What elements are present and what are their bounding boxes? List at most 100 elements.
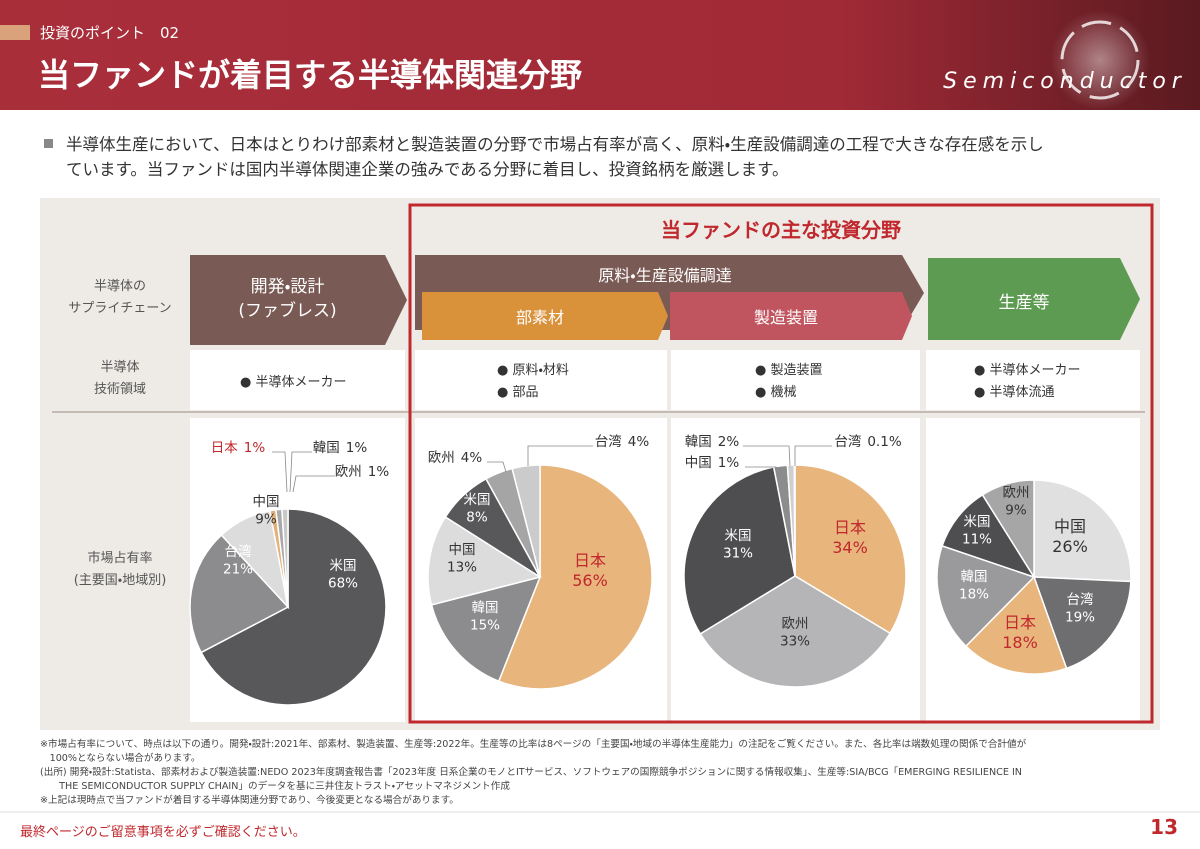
pie-slice xyxy=(281,508,289,608)
footnote: (出所) 開発・設計:Statista、部素材および製造装置:NEDO 2023… xyxy=(40,767,1022,778)
tech-item: ● 部品 xyxy=(497,385,539,400)
slice-category: 欧州 xyxy=(428,450,455,466)
pie-slice xyxy=(200,508,387,706)
slice-value: 8% xyxy=(466,510,488,526)
slice-value: 1% xyxy=(718,455,740,471)
pie-slice xyxy=(936,544,1036,648)
tech-item: ● 機械 xyxy=(755,385,797,400)
slice-value: 9% xyxy=(1005,503,1027,519)
slice-label: 台湾 4% xyxy=(595,434,650,450)
slice-value: 68% xyxy=(328,576,358,592)
slice-value: 15% xyxy=(470,618,500,634)
bullet xyxy=(44,139,53,148)
slice-value: 19% xyxy=(1065,610,1095,626)
slice-label: 欧州 1% xyxy=(335,464,390,480)
slice-label: 中国 13% xyxy=(447,542,477,576)
row-label-line: 市場占有率 xyxy=(87,551,153,566)
stage-label: 開発・設計 (ファブレス) xyxy=(190,275,385,323)
cell xyxy=(190,350,405,410)
stage-label: 生産等 xyxy=(998,293,1050,313)
slice-category: 中国 xyxy=(449,542,476,558)
highlight-title: 当ファンドの主な投資分野 xyxy=(661,218,901,242)
row-label-line: 技術領域 xyxy=(93,382,146,397)
stage-materials xyxy=(422,292,668,340)
slice-category: 台湾 xyxy=(595,434,622,450)
footnote: 100%とならない場合があります。 xyxy=(40,753,201,764)
stage-label: 部素材 xyxy=(515,308,564,327)
tech-list: ● 原料・材料 ● 部品 xyxy=(497,360,569,404)
slice-category: 韓国 xyxy=(313,440,340,456)
slice-category: 日本 xyxy=(574,551,606,570)
slice-label: 米国 8% xyxy=(464,492,491,526)
leader-line xyxy=(289,451,312,493)
slice-value: 4% xyxy=(461,450,483,466)
pie-slice xyxy=(964,575,1068,675)
slice-label: 日本 56% xyxy=(572,551,608,590)
slice-label: 欧州 33% xyxy=(780,616,810,650)
row-label-line: (主要国・地域別) xyxy=(73,573,167,588)
stage-label: 原料・生産設備調達 xyxy=(598,266,732,285)
slice-category: 米国 xyxy=(725,528,752,544)
tech-list: ● 製造装置 ● 機械 xyxy=(755,360,822,404)
stage-label-line: 開発・設計 xyxy=(250,277,325,297)
slice-label: 米国 31% xyxy=(723,528,753,562)
pie-slice xyxy=(497,464,653,690)
slice-value: 9% xyxy=(255,512,277,528)
slice-category: 欧州 xyxy=(782,616,809,632)
slice-label: 米国 68% xyxy=(328,558,358,592)
slice-category: 米国 xyxy=(330,558,357,574)
row-label-line: サプライチェーン xyxy=(68,301,172,316)
leader-line xyxy=(292,475,335,493)
slice-label: 欧州 9% xyxy=(1003,485,1030,519)
slice-value: 18% xyxy=(959,587,989,603)
slice-value: 56% xyxy=(572,571,608,590)
leader-line xyxy=(272,451,288,493)
stage-label-line: (ファブレス) xyxy=(238,301,337,321)
slice-label: 中国 9% xyxy=(253,494,280,528)
slice-value: 1% xyxy=(244,440,266,456)
header-band xyxy=(0,0,1200,110)
leader-line xyxy=(745,466,782,471)
leader-line xyxy=(794,445,832,466)
tech-item: ● 製造装置 xyxy=(755,363,823,378)
intro-line: ています。当ファンドは国内半導体関連企業の強みである分野に着目し、投資銘柄を厳選… xyxy=(66,160,789,179)
pie-slice xyxy=(683,466,796,635)
footnote: ※上記は現時点で当ファンドが着目する半導体関連分野であり、今後変更となる場合があ… xyxy=(40,795,459,806)
slice-value: 26% xyxy=(1052,537,1088,556)
page-number: 13 xyxy=(1150,815,1178,839)
slice-label: 日本 34% xyxy=(832,518,868,557)
stage-equipment xyxy=(670,292,912,340)
pies: 米国 68%台湾 21%中国 9%日本 1% 韓国 1%欧州 1%日本 56%韓国 15%中国 13… xyxy=(189,434,1132,706)
slice-label: 台湾 0.1% xyxy=(834,434,901,450)
slice-label: 台湾 21% xyxy=(223,544,253,578)
tech-item: ● 原料・材料 xyxy=(497,363,569,378)
slice-label: 日本 18% xyxy=(1002,613,1038,652)
banner-glow xyxy=(1050,10,1150,110)
highlight-frame xyxy=(408,203,1154,724)
intro: 半導体生産において、日本はとりわけ部素材と製造装置の分野で市場占有率が高く、原料… xyxy=(66,132,1044,182)
banner-text: Semiconductor xyxy=(943,69,1187,94)
pie-slice xyxy=(1032,576,1132,670)
slice-category: 中国 xyxy=(685,455,712,471)
leader-line xyxy=(743,445,791,467)
pie-slice xyxy=(430,575,542,683)
slice-label: 台湾 19% xyxy=(1065,592,1095,626)
leader-line xyxy=(527,445,593,466)
slice-value: 0.1% xyxy=(867,434,901,450)
slice-value: 1% xyxy=(368,464,390,480)
slice-value: 4% xyxy=(628,434,650,450)
slice-label: 米国 11% xyxy=(962,514,992,548)
slice-value: 2% xyxy=(718,434,740,450)
row-label: 半導体 技術領域 xyxy=(52,357,188,401)
tech-list: ● 半導体メーカー ● 半導体流通 xyxy=(974,360,1080,404)
section-marker xyxy=(0,25,30,40)
cell xyxy=(671,350,920,410)
slice-label: 韓国 2% xyxy=(685,434,740,450)
pie-slice xyxy=(699,575,892,688)
slice-category: 中国 xyxy=(253,494,280,510)
footer-notice: 最終ページのご留意事項を必ずご確認ください。 xyxy=(20,825,306,840)
stage-design xyxy=(190,255,407,345)
footnote: ※市場占有率について、時点は以下の通り。開発・設計:2021年、部素材、製造装置… xyxy=(40,739,1027,750)
